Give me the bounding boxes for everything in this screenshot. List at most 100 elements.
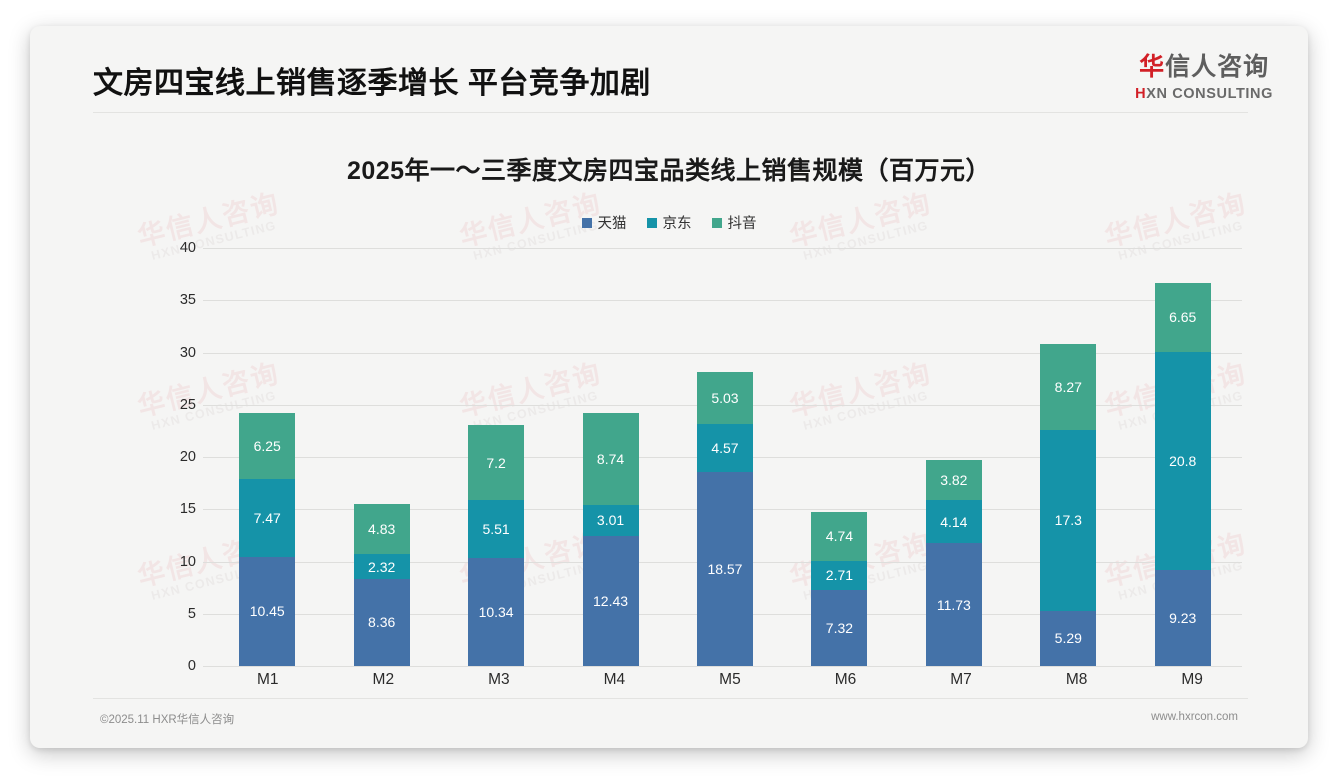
legend-label: 京东 [662, 216, 692, 232]
bar-segment-京东[interactable]: 2.32 [353, 554, 410, 579]
legend-label: 抖音 [727, 216, 757, 232]
bar-value-label: 4.14 [940, 513, 968, 530]
x-axis-tick: M6 [834, 671, 857, 688]
x-axis-labels: M1 M2 M3 M4 M5 M6 M7 M8 M9 [210, 671, 1250, 689]
bar-segment-天猫[interactable]: 12.43 [582, 536, 639, 666]
bar-value-label: 4.74 [825, 528, 854, 545]
y-axis-tick: 35 [179, 292, 196, 309]
bar-segment-京东[interactable]: 4.14 [925, 500, 982, 544]
bar-value-label: 10.45 [249, 603, 285, 620]
bar-segment-京东[interactable]: 5.51 [468, 500, 525, 558]
bar-segment-天猫[interactable]: 5.29 [1040, 610, 1097, 666]
header-divider [93, 112, 1248, 113]
gridline [203, 248, 1242, 249]
bar-segment-京东[interactable]: 3.01 [582, 504, 639, 537]
bar-value-label: 12.43 [593, 593, 629, 610]
y-axis-tick: 10 [179, 553, 196, 570]
bar-segment-天猫[interactable]: 10.45 [239, 556, 296, 666]
bar-segment-京东[interactable]: 17.3 [1040, 429, 1097, 611]
bar-value-label: 5.51 [482, 521, 510, 538]
legend-swatch-icon [646, 217, 657, 228]
bar-value-label: 20.8 [1169, 452, 1197, 469]
bar-group-M1[interactable]: 10.45 7.47 6.25 [239, 413, 296, 666]
bar-value-label: 2.32 [368, 558, 396, 575]
bar-group-M2[interactable]: 8.36 2.32 4.83 [353, 503, 410, 666]
bar-segment-抖音[interactable]: 4.74 [811, 511, 868, 562]
y-axis-tick: 40 [179, 240, 196, 256]
y-axis-tick: 5 [187, 605, 196, 622]
bar-segment-天猫[interactable]: 10.34 [468, 557, 525, 666]
y-axis-tick: 0 [187, 658, 196, 674]
bar-value-label: 18.57 [707, 560, 743, 577]
bar-segment-抖音[interactable]: 7.2 [468, 425, 525, 501]
bar-group-M6[interactable]: 7.32 2.71 4.74 [811, 511, 868, 666]
bar-value-label: 7.47 [253, 509, 281, 526]
x-axis-tick: M5 [719, 671, 741, 688]
bar-segment-京东[interactable]: 4.57 [696, 424, 753, 472]
footer-website: www.hxrcon.com [1151, 711, 1238, 723]
bar-value-label: 10.34 [478, 603, 514, 620]
bar-value-label: 8.74 [596, 450, 625, 467]
footer-divider [93, 698, 1248, 699]
brand-logo-en-rest: XN CONSULTING [1146, 86, 1273, 102]
x-axis-tick: M8 [1065, 671, 1088, 688]
bar-value-label: 17.3 [1054, 512, 1082, 529]
x-axis-tick: M2 [372, 671, 395, 688]
bar-group-M7[interactable]: 11.73 4.14 3.82 [925, 460, 982, 666]
bar-value-label: 4.83 [368, 521, 396, 538]
bar-value-label: 11.73 [936, 596, 971, 613]
bar-segment-京东[interactable]: 7.47 [239, 478, 296, 557]
x-axis-tick: M1 [256, 671, 279, 688]
brand-logo-cn-text: 华信人咨询 [1135, 55, 1273, 80]
bar-group-M4[interactable]: 12.43 3.01 8.74 [582, 413, 639, 666]
bar-value-label: 2.71 [825, 567, 854, 584]
x-axis-tick: M4 [603, 671, 626, 688]
bar-segment-京东[interactable]: 2.71 [811, 561, 868, 590]
chart-title: 2025年一～三季度文房四宝品类线上销售规模（百万元） [346, 157, 992, 185]
legend-item-天猫[interactable]: 天猫 [581, 212, 627, 233]
legend-swatch-icon [711, 217, 722, 228]
x-axis-tick: M7 [950, 671, 972, 688]
y-axis-tick: 20 [179, 449, 196, 465]
legend-item-抖音[interactable]: 抖音 [711, 212, 757, 233]
bar-segment-抖音[interactable]: 6.65 [1154, 282, 1211, 353]
bar-value-label: 8.36 [368, 614, 396, 631]
chart-legend: 天猫 京东 抖音 [30, 212, 1308, 233]
bar-segment-抖音[interactable]: 8.74 [582, 413, 639, 505]
bar-group-M8[interactable]: 5.29 17.3 8.27 [1040, 343, 1097, 666]
page-title: 文房四宝线上销售逐季增长 平台竞争加剧 [93, 67, 651, 100]
bar-value-label: 7.2 [486, 454, 506, 471]
legend-item-京东[interactable]: 京东 [646, 212, 692, 233]
bar-group-M9[interactable]: 9.23 20.8 6.65 [1154, 282, 1211, 666]
bar-value-label: 4.57 [711, 440, 739, 457]
slide-header: 文房四宝线上销售逐季增长 平台竞争加剧 华信人咨询 HXN CONSULTING [30, 26, 1308, 113]
brand-logo: 华信人咨询 HXN CONSULTING [1135, 55, 1273, 102]
bar-value-label: 6.65 [1169, 309, 1197, 326]
bar-segment-天猫[interactable]: 8.36 [353, 578, 410, 666]
bar-segment-抖音[interactable]: 8.27 [1040, 343, 1097, 430]
chart-plot-area: 0 5 10 15 20 25 30 35 40 10.45 7.47 6.25 8.36 2.32 4.… [170, 240, 1250, 674]
bar-group-M5[interactable]: 18.57 4.57 5.03 [696, 371, 753, 666]
bar-value-label: 6.25 [253, 438, 281, 455]
bar-segment-天猫[interactable]: 9.23 [1154, 569, 1211, 666]
bar-segment-京东[interactable]: 20.8 [1154, 352, 1211, 570]
bar-segment-抖音[interactable]: 6.25 [239, 413, 296, 479]
x-axis-tick: M3 [488, 671, 510, 688]
bar-segment-天猫[interactable]: 7.32 [811, 589, 868, 666]
bar-segment-天猫[interactable]: 11.73 [925, 543, 982, 666]
gridline [203, 352, 1242, 354]
bar-value-label: 9.23 [1169, 609, 1197, 626]
bar-segment-天猫[interactable]: 18.57 [696, 471, 753, 666]
bar-value-label: 3.82 [940, 472, 968, 489]
gridline [203, 666, 1242, 667]
bar-segment-抖音[interactable]: 5.03 [696, 371, 753, 425]
brand-logo-en-text: HXN CONSULTING [1135, 87, 1273, 102]
bar-segment-抖音[interactable]: 4.83 [353, 503, 410, 555]
bar-segment-抖音[interactable]: 3.82 [925, 460, 982, 501]
bar-groups: 10.45 7.47 6.25 8.36 2.32 4.83 10.34 5.51 7.2 12.… [210, 248, 1240, 666]
legend-label: 天猫 [597, 216, 627, 232]
bar-group-M3[interactable]: 10.34 5.51 7.2 [468, 425, 525, 666]
gridline [203, 300, 1242, 302]
y-axis-tick: 25 [179, 396, 196, 413]
brand-logo-cn-rest: 信人咨询 [1165, 53, 1270, 81]
